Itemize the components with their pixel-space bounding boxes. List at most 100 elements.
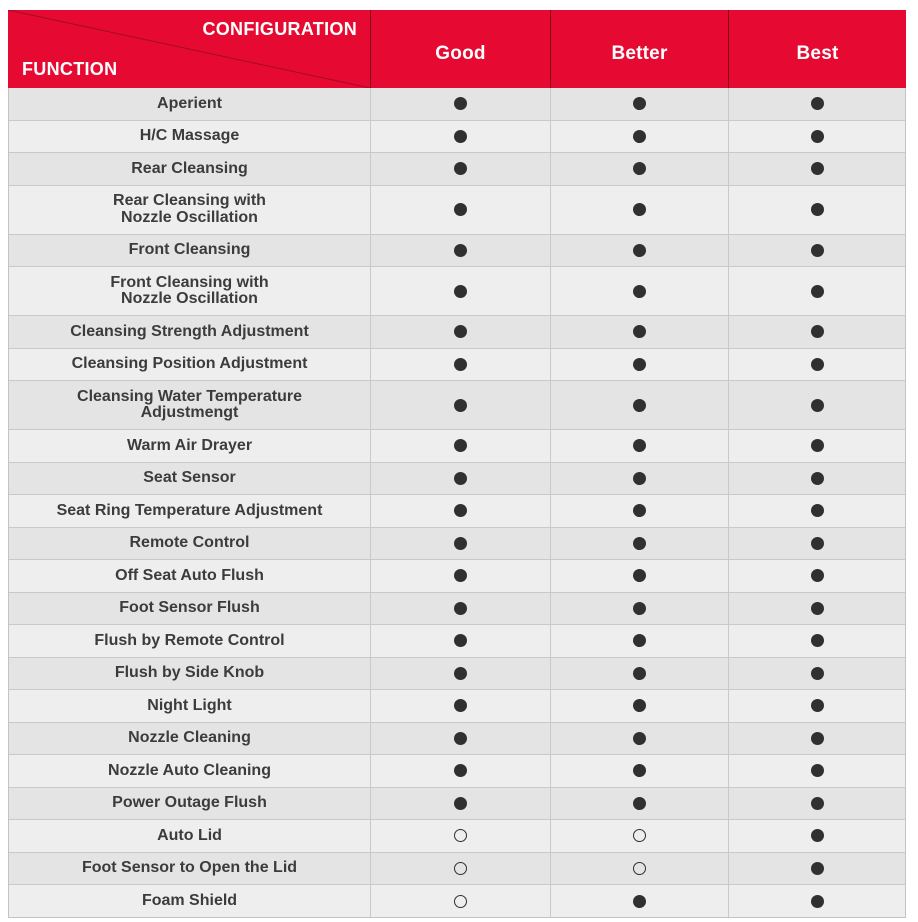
filled-dot-icon <box>810 536 824 550</box>
filled-dot-icon <box>633 536 646 550</box>
availability-cell <box>370 153 550 185</box>
filled-dot-icon <box>633 162 646 176</box>
availability-cell <box>370 722 550 754</box>
filled-dot-icon <box>454 129 467 143</box>
filled-dot-icon <box>454 162 467 176</box>
availability-cell <box>550 885 728 917</box>
header-corner-cell: CONFIGURATION FUNCTION <box>8 10 370 88</box>
table-row: Nozzle Cleaning <box>9 722 905 755</box>
availability-cell <box>728 381 905 429</box>
function-label: Off Seat Auto Flush <box>115 566 264 584</box>
function-label: Rear Cleansing <box>131 159 248 177</box>
availability-cell <box>370 592 550 624</box>
filled-dot-icon <box>454 357 467 371</box>
filled-dot-icon <box>633 243 646 257</box>
availability-cell <box>550 625 728 657</box>
filled-dot-icon <box>454 203 467 216</box>
filled-dot-icon <box>810 162 824 176</box>
availability-cell <box>550 381 728 429</box>
availability-cell <box>550 153 728 185</box>
filled-dot-icon <box>454 764 467 778</box>
availability-cell <box>550 267 728 315</box>
function-label: Flush by Side Knob <box>114 664 265 681</box>
filled-dot-icon <box>810 699 824 713</box>
availability-cell <box>370 267 550 315</box>
filled-dot-icon <box>633 203 646 216</box>
table-row: Rear Cleansing <box>9 153 905 186</box>
filled-dot-icon <box>633 129 646 143</box>
filled-dot-icon <box>633 439 646 453</box>
availability-cell <box>550 755 728 787</box>
filled-dot-icon <box>633 731 646 745</box>
availability-cell <box>728 885 905 917</box>
filled-dot-icon <box>810 894 824 908</box>
header-col-best: Best <box>728 10 906 88</box>
filled-dot-icon <box>454 699 467 713</box>
availability-cell <box>370 527 550 559</box>
availability-cell <box>550 462 728 494</box>
availability-cell <box>728 88 905 120</box>
function-label: Seat Ring Temperature Adjustment <box>56 501 323 519</box>
table-row: Foot Sensor to Open the Lid <box>9 852 905 885</box>
availability-cell <box>550 592 728 624</box>
header-col-better: Better <box>550 10 728 88</box>
filled-dot-icon <box>454 601 467 615</box>
availability-cell <box>728 153 905 185</box>
availability-cell <box>550 316 728 348</box>
availability-cell <box>370 625 550 657</box>
filled-dot-icon <box>454 731 467 745</box>
table-row: H/C Massage <box>9 120 905 153</box>
availability-cell <box>550 348 728 380</box>
availability-cell <box>370 120 550 152</box>
filled-dot-icon <box>454 634 467 648</box>
function-label: Foam Shield <box>141 891 238 909</box>
function-label: Foot Sensor Flush <box>119 599 260 616</box>
function-label: Seat Sensor <box>143 469 236 486</box>
availability-cell <box>550 430 728 462</box>
availability-cell <box>370 462 550 494</box>
availability-cell <box>728 527 905 559</box>
availability-cell <box>728 430 905 462</box>
function-label: H/C Massage <box>139 127 240 144</box>
availability-cell <box>728 267 905 315</box>
filled-dot-icon <box>810 666 824 680</box>
filled-dot-icon <box>810 829 824 843</box>
function-label: Flush by Remote Control <box>94 631 285 649</box>
filled-dot-icon <box>810 796 824 810</box>
table-row: Aperient <box>9 88 905 121</box>
table-row: Power Outage Flush <box>9 787 905 820</box>
availability-cell <box>550 120 728 152</box>
function-label: Power Outage Flush <box>112 794 267 811</box>
filled-dot-icon <box>454 504 467 518</box>
filled-dot-icon <box>810 764 824 778</box>
availability-cell <box>370 381 550 429</box>
table-row: Seat Sensor <box>9 462 905 495</box>
availability-cell <box>370 690 550 722</box>
filled-dot-icon <box>810 601 824 615</box>
availability-cell <box>550 560 728 592</box>
filled-dot-icon <box>633 796 646 810</box>
availability-cell <box>370 430 550 462</box>
filled-dot-icon <box>454 398 467 412</box>
availability-cell <box>370 316 550 348</box>
function-label: Rear Cleansing with Nozzle Oscillation <box>113 192 266 226</box>
filled-dot-icon <box>454 796 467 810</box>
table-row: Front Cleansing <box>9 234 905 267</box>
availability-cell <box>728 755 905 787</box>
function-label: Nozzle Cleaning <box>128 729 251 746</box>
availability-cell <box>728 462 905 494</box>
filled-dot-icon <box>633 569 646 583</box>
availability-cell <box>550 88 728 120</box>
filled-dot-icon <box>633 666 646 680</box>
filled-dot-icon <box>454 536 467 550</box>
function-label: Cleansing Water Temperature Adjustmengt <box>77 387 302 421</box>
open-dot-icon <box>454 894 467 908</box>
filled-dot-icon <box>633 601 646 615</box>
filled-dot-icon <box>810 357 824 371</box>
function-label: Remote Control <box>129 534 250 551</box>
open-dot-icon <box>454 829 467 843</box>
filled-dot-icon <box>810 471 824 485</box>
availability-cell <box>728 592 905 624</box>
filled-dot-icon <box>810 325 824 339</box>
availability-cell <box>370 787 550 819</box>
